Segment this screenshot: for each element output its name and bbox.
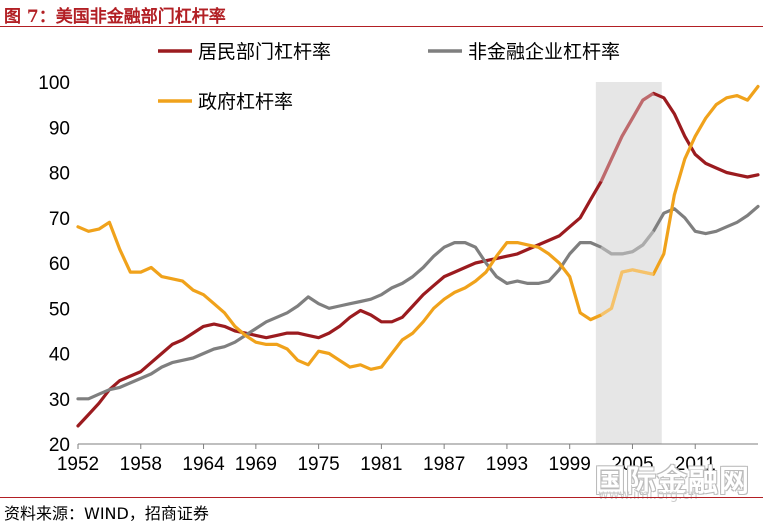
series-line-0 xyxy=(76,91,760,428)
source-divider xyxy=(0,497,763,498)
tick-labels: 20 30 40 50 60 70 80 90 100 1952 1958 1964 1969 1975 1… xyxy=(38,73,715,475)
shaded-region xyxy=(595,82,662,444)
x-tick-label: 1952 xyxy=(57,454,99,475)
series-shade-overlay-0 xyxy=(599,91,655,183)
x-tick-label: 1981 xyxy=(360,454,402,475)
y-tick-label: 20 xyxy=(49,435,70,456)
x-tick-label: 2011 xyxy=(675,454,716,475)
series-line-2 xyxy=(76,84,760,371)
watermark-url: www.imi.org.cn xyxy=(598,488,698,503)
y-tick-label: 100 xyxy=(38,73,70,94)
series-shade-overlay-2 xyxy=(600,268,654,317)
y-tick-label: 80 xyxy=(49,164,70,185)
title-bar xyxy=(0,0,763,27)
series-line-1 xyxy=(76,204,760,401)
chart-title: 图 7：美国非金融部门杠杆率 xyxy=(4,7,226,27)
y-tick-label: 40 xyxy=(49,345,70,366)
x-tick-label: 1969 xyxy=(235,454,277,475)
x-tick-label: 1987 xyxy=(423,454,465,475)
y-tick-label: 90 xyxy=(49,118,70,139)
source-note: 资料来源：WIND，招商证券 xyxy=(4,504,209,523)
y-tick-label: 70 xyxy=(49,209,70,230)
y-tick-label: 60 xyxy=(49,254,70,275)
series-shade-overlay-1 xyxy=(600,230,655,256)
x-tick-label: 1999 xyxy=(549,454,591,475)
x-tick-label: 1964 xyxy=(182,454,225,475)
series-lines xyxy=(76,84,760,428)
legend-label-2: 政府杠杆率 xyxy=(198,91,293,113)
legend-label-1: 非金融企业杠杆率 xyxy=(468,41,620,63)
y-tick-label: 50 xyxy=(49,299,70,320)
x-tick-label: 1975 xyxy=(297,454,339,475)
legend-label-0: 居民部门杠杆率 xyxy=(198,41,331,63)
x-tick-label: 1958 xyxy=(120,454,162,475)
x-tick-label: 2005 xyxy=(611,454,653,475)
x-tick-label: 1993 xyxy=(486,454,528,475)
y-tick-label: 30 xyxy=(49,390,70,411)
watermark: 国际金融网 xyxy=(595,464,750,499)
